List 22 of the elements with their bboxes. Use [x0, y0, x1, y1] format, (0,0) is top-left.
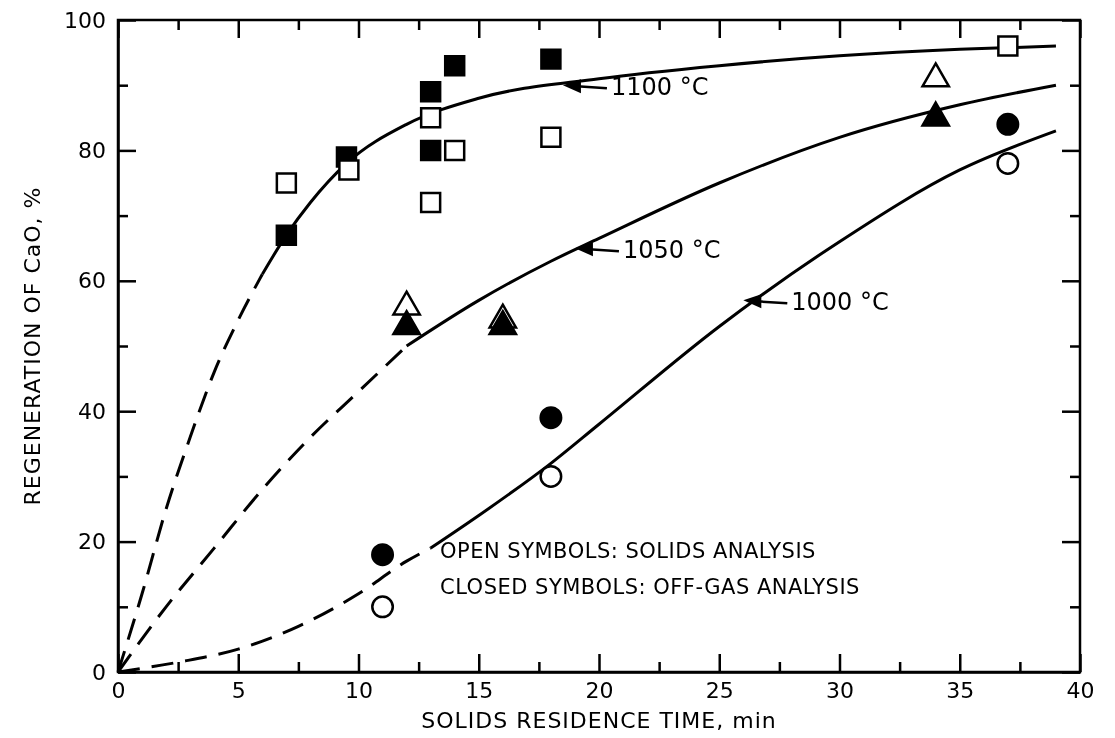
annotation: 1050 °C	[622, 236, 721, 265]
x-tick-label: 35	[946, 677, 975, 703]
x-tick-label: 0	[111, 677, 126, 703]
y-tick-label: 100	[64, 7, 106, 33]
y-axis-title: REGENERATION OF CaO, %	[20, 186, 45, 506]
x-axis-title: SOLIDS RESIDENCE TIME, min	[421, 708, 777, 733]
y-tick-label: 60	[78, 268, 106, 294]
x-tick-label: 30	[826, 677, 854, 703]
y-tick-label: 0	[92, 659, 106, 685]
x-tick-label: 25	[705, 677, 734, 703]
y-tick-label: 80	[78, 137, 106, 163]
x-tick-label: 5	[231, 677, 246, 703]
x-tick-label: 10	[345, 677, 373, 703]
annotation: CLOSED SYMBOLS: OFF-GAS ANALYSIS	[440, 575, 860, 599]
y-tick-label: 20	[78, 529, 106, 555]
annotation: 1100 °C	[610, 73, 709, 102]
y-tick-label: 40	[78, 398, 106, 424]
annotation: OPEN SYMBOLS: SOLIDS ANALYSIS	[440, 539, 816, 563]
annotation: 1000 °C	[791, 288, 889, 317]
x-tick-label: 20	[585, 677, 614, 703]
x-tick-label: 15	[465, 677, 494, 703]
x-tick-label: 40	[1066, 677, 1095, 703]
